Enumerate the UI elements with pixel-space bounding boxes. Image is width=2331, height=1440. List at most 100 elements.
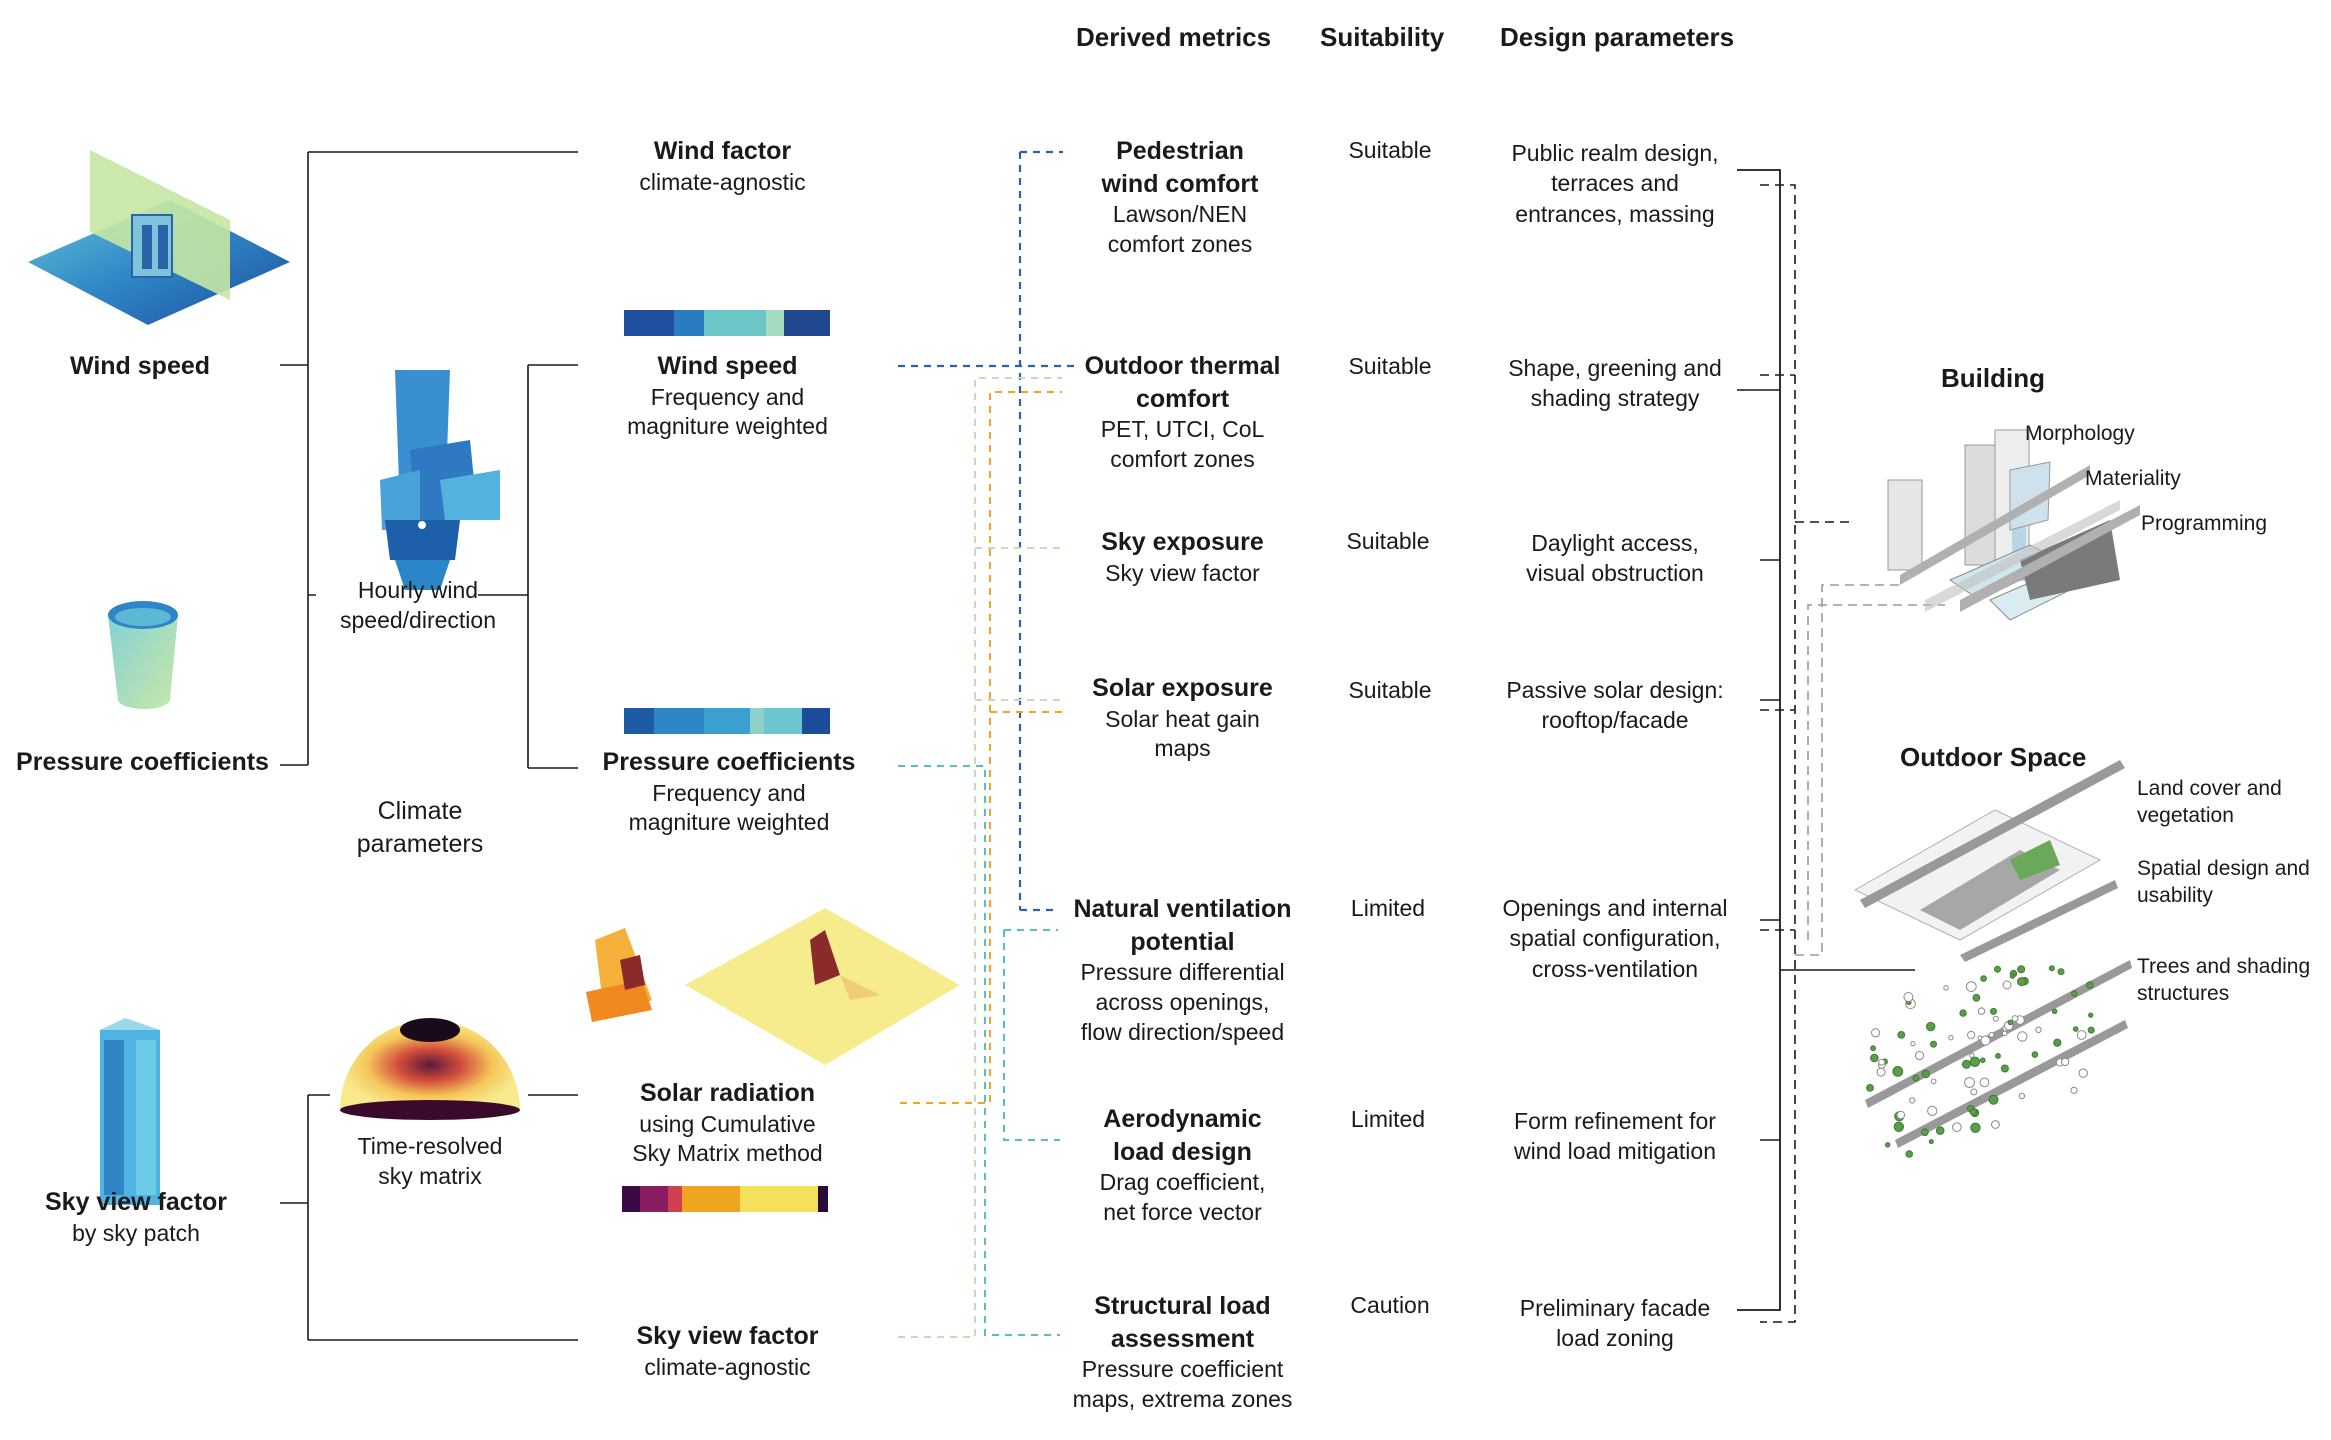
tree-dot: [1893, 1121, 1905, 1133]
metric-sub-line1: Drag coefficient,: [1099, 1169, 1266, 1195]
parameter-line2: rooftop/facade: [1541, 707, 1689, 734]
tree-dot: [1912, 1074, 1920, 1082]
header-derived-metrics: Derived metrics: [1076, 22, 1272, 52]
parameter-line1: Openings and internal: [1502, 895, 1728, 921]
tree-dot: [1994, 965, 2001, 973]
tree-dot: [1892, 1066, 1904, 1077]
metric-title-line1: Outdoor thermal: [1084, 352, 1281, 380]
wind-speed-sub2: magniture weighted: [627, 413, 828, 440]
input-pressure-coefficients: Pressure coefficients: [0, 746, 285, 779]
tree-dot: [2072, 1026, 2079, 1032]
metric-sky-exposure: Sky exposure Sky view factor: [1060, 526, 1305, 588]
solar-plane-icon: [685, 908, 960, 1065]
tree-dot: [2007, 1019, 2014, 1026]
tree-dot: [2088, 1012, 2094, 1018]
tree-dot: [1970, 1088, 1978, 1096]
tree-dot: [2001, 1030, 2008, 1037]
outdoor-label-spatial-design: Spatial design and usability: [2137, 857, 2310, 908]
solar-connector-lines: [900, 391, 1062, 1104]
tree-dot: [2053, 1038, 2062, 1047]
parameter-line1: Public realm design,: [1511, 140, 1719, 166]
hourly-wind-label: Hourly wind speed/direction: [340, 577, 496, 633]
tree-dot: [1928, 1139, 1934, 1145]
outdoor-label-trees: Trees and shading structures: [2137, 955, 2311, 1006]
suitability-thermal: Suitable: [1348, 353, 1432, 379]
solar-sub2: Sky Matrix method: [632, 1140, 823, 1167]
tree-dot: [1965, 981, 1977, 992]
parameter-line1: Daylight access,: [1531, 530, 1699, 556]
metric-sub-line2: comfort zones: [1107, 230, 1253, 257]
metric-title-line2: wind comfort: [1101, 169, 1259, 198]
metric-natural-ventilation: Natural ventilation potential Pressure d…: [1060, 893, 1305, 1048]
tree-dot: [2048, 965, 2055, 972]
header-suitability: Suitability: [1320, 22, 1445, 52]
tree-dot: [1921, 1128, 1929, 1137]
sky-matrix-label: Time-resolved sky matrix: [357, 1133, 503, 1189]
svf-connector-lines: [898, 377, 1062, 1338]
tree-dot: [1897, 1031, 1906, 1039]
solar-title: Solar radiation: [639, 1079, 816, 1107]
parameter-line1: Shape, greening and: [1508, 355, 1722, 381]
svf-sub: climate-agnostic: [644, 1353, 811, 1380]
building-illustration: [1887, 429, 2140, 621]
tree-dot: [2035, 1026, 2042, 1034]
outdoor-label-land-cover: Land cover and vegetation: [2137, 777, 2282, 828]
outdoor-title: Outdoor Space: [1900, 742, 2087, 772]
pressure-title: Pressure coefficients: [602, 748, 856, 776]
solar-sub1: using Cumulative: [639, 1110, 816, 1137]
metric-outdoor-thermal: Outdoor thermal comfort PET, UTCI, CoL c…: [1060, 350, 1305, 475]
input-wind-speed: Wind speed: [40, 350, 240, 383]
tree-dot: [1909, 1097, 1916, 1104]
metric-sub-line3: flow direction/speed: [1080, 1018, 1285, 1045]
tree-dot: [1885, 1142, 1891, 1148]
metric-sub-line2: maps, extrema zones: [1072, 1385, 1293, 1412]
tree-dot: [1871, 1028, 1881, 1038]
sky-dome-icon: [340, 1018, 520, 1120]
metric-pedestrian-wind: Pedestrian wind comfort Lawson/NEN comfo…: [1060, 135, 1300, 260]
input-svf-label: Sky view factor: [44, 1188, 228, 1216]
intermediate-wind-speed: Wind speed Frequency and magniture weigh…: [590, 350, 865, 442]
metric-sub-line1: Sky view factor: [1105, 559, 1260, 586]
metric-aerodynamic-load: Aerodynamic load design Drag coefficient…: [1060, 1103, 1305, 1228]
tree-dot: [2017, 977, 2026, 987]
parameter-line2: spatial configuration,: [1509, 925, 1721, 952]
tree-dot: [2051, 1008, 2058, 1015]
tree-dot: [2009, 973, 2016, 979]
parameter-solar-exposure: Passive solar design: rooftop/facade: [1490, 675, 1740, 736]
parameter-ventilation: Openings and internal spatial configurat…: [1490, 893, 1740, 984]
input-wind-speed-label: Wind speed: [69, 352, 211, 380]
tree-dot: [2085, 981, 2094, 989]
pressure-sub2: magniture weighted: [628, 809, 830, 836]
parameter-line1: Form refinement for: [1514, 1108, 1716, 1134]
pressure-colorbar: [624, 708, 830, 734]
suitability-structural: Caution: [1350, 1292, 1430, 1318]
parameter-line2: load zoning: [1556, 1325, 1674, 1352]
parameter-structural: Preliminary facade load zoning: [1490, 1293, 1740, 1354]
tree-dot: [2017, 1031, 2028, 1042]
input-sky-view-factor: Sky view factor by sky patch: [26, 1186, 246, 1248]
wind-speed-sub1: Frequency and: [650, 383, 805, 410]
solar-colorbar: [622, 1186, 828, 1212]
wind-speed-title: Wind speed: [657, 352, 798, 380]
input-pressure-label: Pressure coefficients: [16, 748, 269, 776]
building-label-programming: Programming: [2141, 512, 2268, 535]
metric-sub-line1: Pressure coefficient: [1081, 1356, 1284, 1382]
input-svf-sublabel: by sky patch: [72, 1219, 200, 1246]
suitability-ventilation: Limited: [1350, 895, 1426, 921]
metric-sub-line2: across openings,: [1095, 988, 1270, 1015]
tree-dot: [1948, 1035, 1954, 1041]
tree-dot: [1930, 1040, 1937, 1048]
outdoor-illustration: [1853, 760, 2132, 1148]
tree-dot: [1930, 1078, 1937, 1085]
tree-dot: [1980, 975, 1987, 982]
tree-dot: [1988, 1094, 1999, 1105]
tree-dot: [1970, 1122, 1981, 1134]
parameter-line1: Passive solar design:: [1506, 677, 1724, 703]
suitability-pedestrian: Suitable: [1348, 137, 1432, 163]
tree-dot: [1977, 1007, 1986, 1015]
suitability-sky-exposure: Suitable: [1346, 528, 1430, 554]
tree-dot: [1961, 1059, 1971, 1069]
pressure-sub1: Frequency and: [652, 779, 806, 806]
tree-dot: [1972, 993, 1981, 1002]
tree-dot: [1991, 1120, 2000, 1129]
